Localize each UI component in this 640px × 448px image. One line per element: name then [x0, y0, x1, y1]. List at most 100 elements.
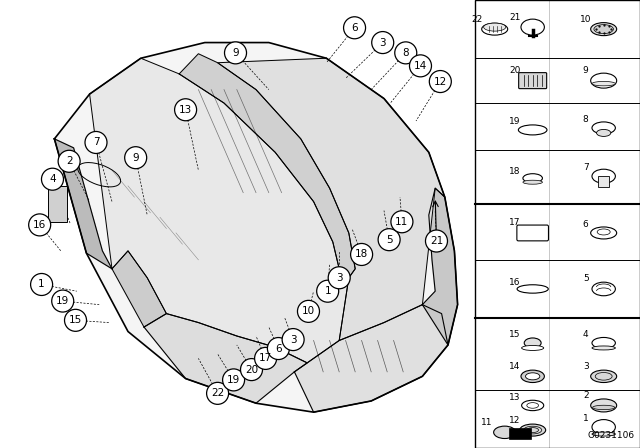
Text: 7: 7 [93, 138, 99, 147]
Circle shape [426, 230, 447, 252]
Circle shape [298, 300, 319, 323]
Ellipse shape [592, 346, 616, 350]
Circle shape [282, 328, 304, 351]
Text: 12: 12 [509, 416, 520, 425]
Ellipse shape [592, 282, 616, 296]
Text: 19: 19 [509, 117, 520, 126]
Polygon shape [54, 43, 458, 412]
Circle shape [65, 309, 86, 332]
Text: 14: 14 [414, 61, 427, 71]
Circle shape [42, 168, 63, 190]
Ellipse shape [521, 370, 545, 383]
Text: 9: 9 [132, 153, 139, 163]
Text: 8: 8 [403, 48, 409, 58]
Circle shape [255, 347, 276, 370]
Text: 10: 10 [580, 15, 591, 24]
Polygon shape [422, 188, 458, 345]
Text: 3: 3 [583, 362, 589, 371]
Text: 17: 17 [259, 353, 272, 363]
Text: 17: 17 [509, 219, 520, 228]
Text: 3: 3 [380, 38, 386, 47]
Circle shape [125, 146, 147, 169]
Polygon shape [218, 58, 445, 340]
Ellipse shape [517, 285, 548, 293]
Ellipse shape [591, 399, 617, 412]
Circle shape [268, 337, 289, 360]
Text: 16: 16 [33, 220, 46, 230]
Circle shape [378, 228, 400, 251]
Text: 20: 20 [245, 365, 258, 375]
Circle shape [429, 70, 451, 93]
Text: 18: 18 [355, 250, 368, 259]
Circle shape [225, 42, 246, 64]
Ellipse shape [484, 23, 506, 31]
Ellipse shape [591, 370, 617, 383]
Text: 21: 21 [430, 236, 443, 246]
Text: 1: 1 [583, 414, 589, 422]
Circle shape [207, 382, 228, 405]
Text: 22: 22 [211, 388, 224, 398]
Ellipse shape [592, 432, 616, 436]
Text: 6: 6 [351, 23, 358, 33]
Circle shape [395, 42, 417, 64]
Text: 1: 1 [324, 286, 331, 296]
Ellipse shape [518, 125, 547, 135]
Text: 13: 13 [179, 105, 192, 115]
Polygon shape [54, 139, 112, 269]
Text: 11: 11 [481, 418, 492, 427]
Polygon shape [179, 54, 355, 278]
Ellipse shape [592, 169, 616, 183]
Text: 15: 15 [509, 331, 520, 340]
Text: 19: 19 [56, 296, 69, 306]
Ellipse shape [594, 25, 613, 34]
Text: 10: 10 [302, 306, 315, 316]
Ellipse shape [592, 82, 616, 86]
Ellipse shape [521, 19, 545, 35]
Text: 5: 5 [386, 235, 392, 245]
Circle shape [410, 55, 431, 77]
Bar [475, 0, 640, 448]
Ellipse shape [520, 424, 546, 436]
Ellipse shape [593, 405, 615, 409]
Text: 4: 4 [583, 331, 589, 340]
Ellipse shape [592, 122, 616, 134]
Ellipse shape [591, 227, 617, 239]
Text: 3: 3 [290, 335, 296, 345]
Ellipse shape [592, 420, 616, 435]
Circle shape [351, 243, 372, 266]
Text: 6: 6 [583, 220, 589, 229]
Text: 2: 2 [583, 391, 589, 400]
Text: 8: 8 [583, 116, 589, 125]
Circle shape [52, 290, 74, 312]
Ellipse shape [482, 23, 508, 35]
Text: 14: 14 [509, 362, 520, 371]
Circle shape [317, 280, 339, 302]
Text: 9: 9 [232, 48, 239, 58]
Circle shape [31, 273, 52, 296]
Text: 11: 11 [396, 217, 408, 227]
Text: 13: 13 [509, 393, 520, 402]
Ellipse shape [522, 400, 544, 411]
Ellipse shape [596, 129, 611, 137]
Polygon shape [294, 305, 448, 412]
Polygon shape [90, 58, 349, 363]
Text: 12: 12 [434, 77, 447, 86]
Circle shape [175, 99, 196, 121]
Text: 7: 7 [583, 163, 589, 172]
Ellipse shape [525, 373, 540, 380]
Ellipse shape [592, 337, 616, 349]
Text: 22: 22 [471, 15, 483, 24]
Bar [598, 176, 609, 187]
Text: 15: 15 [69, 315, 82, 325]
Circle shape [391, 211, 413, 233]
Ellipse shape [523, 174, 543, 183]
Text: 1: 1 [38, 280, 45, 289]
Circle shape [29, 214, 51, 236]
Ellipse shape [591, 22, 617, 36]
Bar [48, 186, 67, 222]
Circle shape [223, 369, 244, 391]
Circle shape [85, 131, 107, 154]
Text: 20: 20 [509, 66, 520, 75]
FancyBboxPatch shape [518, 73, 547, 89]
Polygon shape [144, 314, 307, 403]
